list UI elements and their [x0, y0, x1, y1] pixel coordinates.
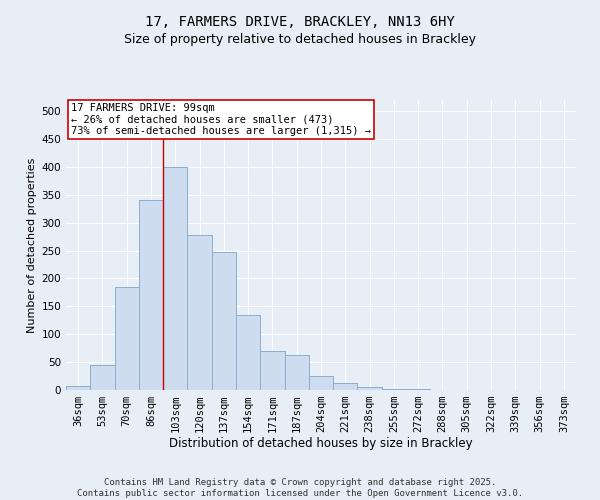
Bar [66, 386, 90, 390]
Bar [90, 365, 115, 390]
Bar [115, 287, 139, 390]
Bar [163, 167, 187, 390]
Bar [260, 351, 284, 390]
Text: 17 FARMERS DRIVE: 99sqm
← 26% of detached houses are smaller (473)
73% of semi-d: 17 FARMERS DRIVE: 99sqm ← 26% of detache… [71, 103, 371, 136]
X-axis label: Distribution of detached houses by size in Brackley: Distribution of detached houses by size … [169, 436, 473, 450]
Bar [309, 376, 333, 390]
Bar [382, 389, 406, 390]
Text: 17, FARMERS DRIVE, BRACKLEY, NN13 6HY: 17, FARMERS DRIVE, BRACKLEY, NN13 6HY [145, 15, 455, 29]
Bar [212, 252, 236, 390]
Bar [358, 387, 382, 390]
Bar [333, 384, 358, 390]
Bar [236, 314, 260, 390]
Text: Size of property relative to detached houses in Brackley: Size of property relative to detached ho… [124, 32, 476, 46]
Bar [284, 355, 309, 390]
Bar [187, 235, 212, 390]
Text: Contains HM Land Registry data © Crown copyright and database right 2025.
Contai: Contains HM Land Registry data © Crown c… [77, 478, 523, 498]
Bar [139, 200, 163, 390]
Y-axis label: Number of detached properties: Number of detached properties [27, 158, 37, 332]
